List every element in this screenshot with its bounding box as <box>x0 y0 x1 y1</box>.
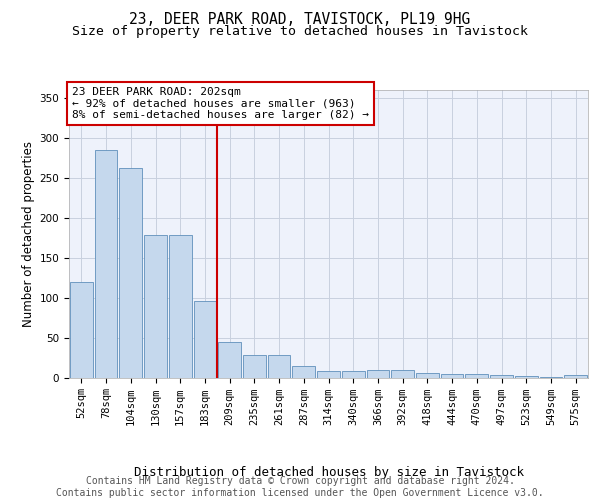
Y-axis label: Number of detached properties: Number of detached properties <box>22 141 35 327</box>
Bar <box>416 372 439 378</box>
Bar <box>342 371 365 378</box>
Bar <box>317 371 340 378</box>
Text: Size of property relative to detached houses in Tavistock: Size of property relative to detached ho… <box>72 25 528 38</box>
Text: Contains HM Land Registry data © Crown copyright and database right 2024.
Contai: Contains HM Land Registry data © Crown c… <box>56 476 544 498</box>
Bar <box>515 376 538 378</box>
Bar <box>70 282 93 378</box>
Bar <box>564 375 587 378</box>
Bar <box>367 370 389 378</box>
Bar <box>144 236 167 378</box>
Bar <box>243 355 266 378</box>
Bar <box>218 342 241 378</box>
Bar <box>391 370 414 378</box>
Bar <box>539 376 562 378</box>
Bar <box>169 236 191 378</box>
Bar <box>95 150 118 378</box>
Bar <box>490 375 513 378</box>
Bar <box>268 355 290 378</box>
Bar <box>292 366 315 378</box>
Text: 23, DEER PARK ROAD, TAVISTOCK, PL19 9HG: 23, DEER PARK ROAD, TAVISTOCK, PL19 9HG <box>130 12 470 28</box>
Bar <box>441 374 463 378</box>
Text: 23 DEER PARK ROAD: 202sqm
← 92% of detached houses are smaller (963)
8% of semi-: 23 DEER PARK ROAD: 202sqm ← 92% of detac… <box>71 87 368 120</box>
Bar <box>119 168 142 378</box>
Bar <box>466 374 488 378</box>
Bar <box>194 301 216 378</box>
Text: Distribution of detached houses by size in Tavistock: Distribution of detached houses by size … <box>134 466 524 479</box>
